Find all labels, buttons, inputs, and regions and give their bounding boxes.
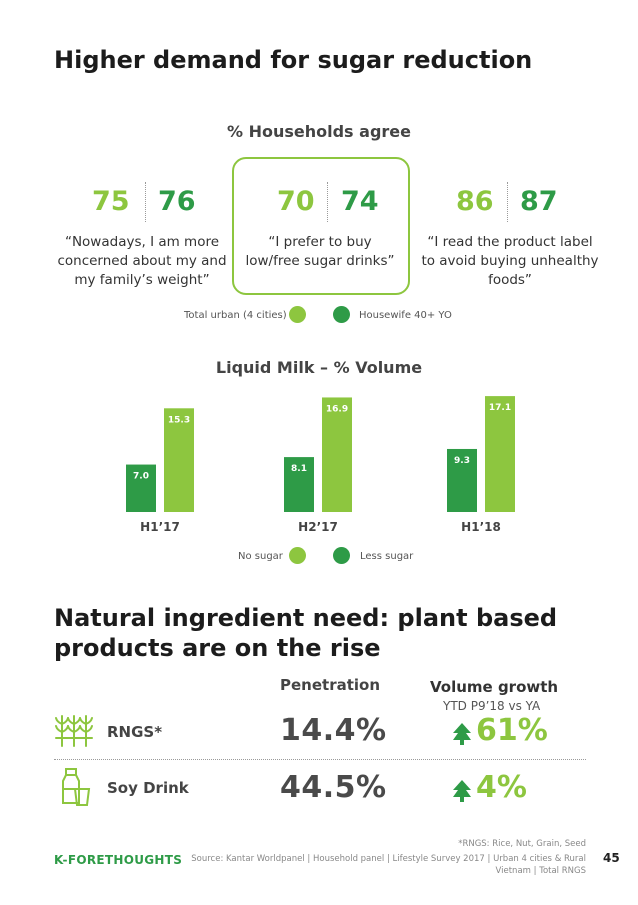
row-label: RNGS* (107, 723, 163, 741)
bar-data-label: 15.3 (168, 415, 190, 425)
tree-up-icon (452, 780, 472, 806)
section-title-line2: products are on the rise (54, 634, 381, 662)
survey-quote: “Nowadays, I am more concerned about my … (57, 234, 227, 288)
legend-label-no-sugar: No sugar (238, 551, 283, 562)
survey-heading: % Households agree (226, 122, 411, 141)
bar-less-sugar (447, 448, 477, 512)
survey-quote: “I prefer to buy low/free sugar drinks” (245, 234, 395, 269)
bar-data-label: 8.1 (291, 464, 307, 474)
legend-label-less-sugar: Less sugar (360, 551, 414, 562)
x-tick-label: H1’17 (140, 520, 180, 534)
survey-value-housewife: 74 (341, 186, 379, 217)
bar-no-sugar (322, 397, 352, 512)
tree-up-icon (452, 723, 472, 749)
wheat-icon (54, 712, 94, 750)
bar-less-sugar (126, 464, 156, 512)
legend-swatch-dark (333, 547, 350, 564)
chart-title: Liquid Milk – % Volume (215, 358, 423, 377)
bar-no-sugar (485, 396, 515, 512)
survey-value-urban: 70 (277, 186, 315, 217)
divider (327, 182, 328, 222)
brand-logo: K-FORETHOUGHTS (54, 853, 183, 867)
source-line-2: Vietnam | Total RNGS (495, 866, 587, 876)
footnote: *RNGS: Rice, Nut, Grain, Seed (458, 839, 586, 849)
penetration-value: 14.4% (280, 713, 387, 748)
source-line-1: Source: Kantar Worldpanel | Household pa… (191, 854, 586, 864)
column-header-volume-growth: Volume growth (430, 678, 559, 696)
bar-no-sugar (164, 408, 194, 512)
penetration-value: 44.5% (280, 770, 387, 805)
survey-value-housewife: 76 (158, 186, 196, 217)
row-label: Soy Drink (107, 779, 189, 797)
bar-data-label: 16.9 (326, 404, 348, 414)
survey-value-housewife: 87 (520, 186, 558, 217)
growth-value: 4% (476, 770, 527, 805)
bar-less-sugar (284, 457, 314, 512)
bar-data-label: 9.3 (454, 456, 470, 466)
legend-label-housewife: Housewife 40+ YO (359, 310, 452, 321)
legend-swatch-light (289, 547, 306, 564)
page-number: 45 (603, 851, 620, 865)
highlight-box (232, 157, 410, 295)
legend-swatch-dark (333, 306, 350, 323)
survey-quote: “I read the product label to avoid buyin… (421, 234, 599, 288)
legend-label-total-urban: Total urban (4 cities) (184, 310, 287, 321)
column-header-penetration: Penetration (280, 676, 381, 694)
survey-value-urban: 75 (92, 186, 130, 217)
legend-swatch-light (289, 306, 306, 323)
page-title: Higher demand for sugar reduction (54, 46, 533, 74)
bar-data-label: 7.0 (133, 472, 149, 482)
divider (507, 182, 508, 222)
soy-milk-icon (57, 767, 93, 807)
growth-value: 61% (476, 713, 548, 748)
bar-chart: 7.0 15.3 H1’17 8.1 16.9 H2’17 9.3 17.1 H1’18 (126, 396, 515, 534)
survey-value-urban: 86 (456, 186, 494, 217)
bar-data-label: 17.1 (489, 403, 511, 413)
divider (145, 182, 146, 222)
column-subheader: YTD P9’18 vs YA (443, 699, 541, 713)
section-title-line1: Natural ingredient need: plant based (54, 604, 558, 632)
row-divider (54, 759, 586, 760)
x-tick-label: H2’17 (298, 520, 338, 534)
x-tick-label: H1’18 (461, 520, 501, 534)
